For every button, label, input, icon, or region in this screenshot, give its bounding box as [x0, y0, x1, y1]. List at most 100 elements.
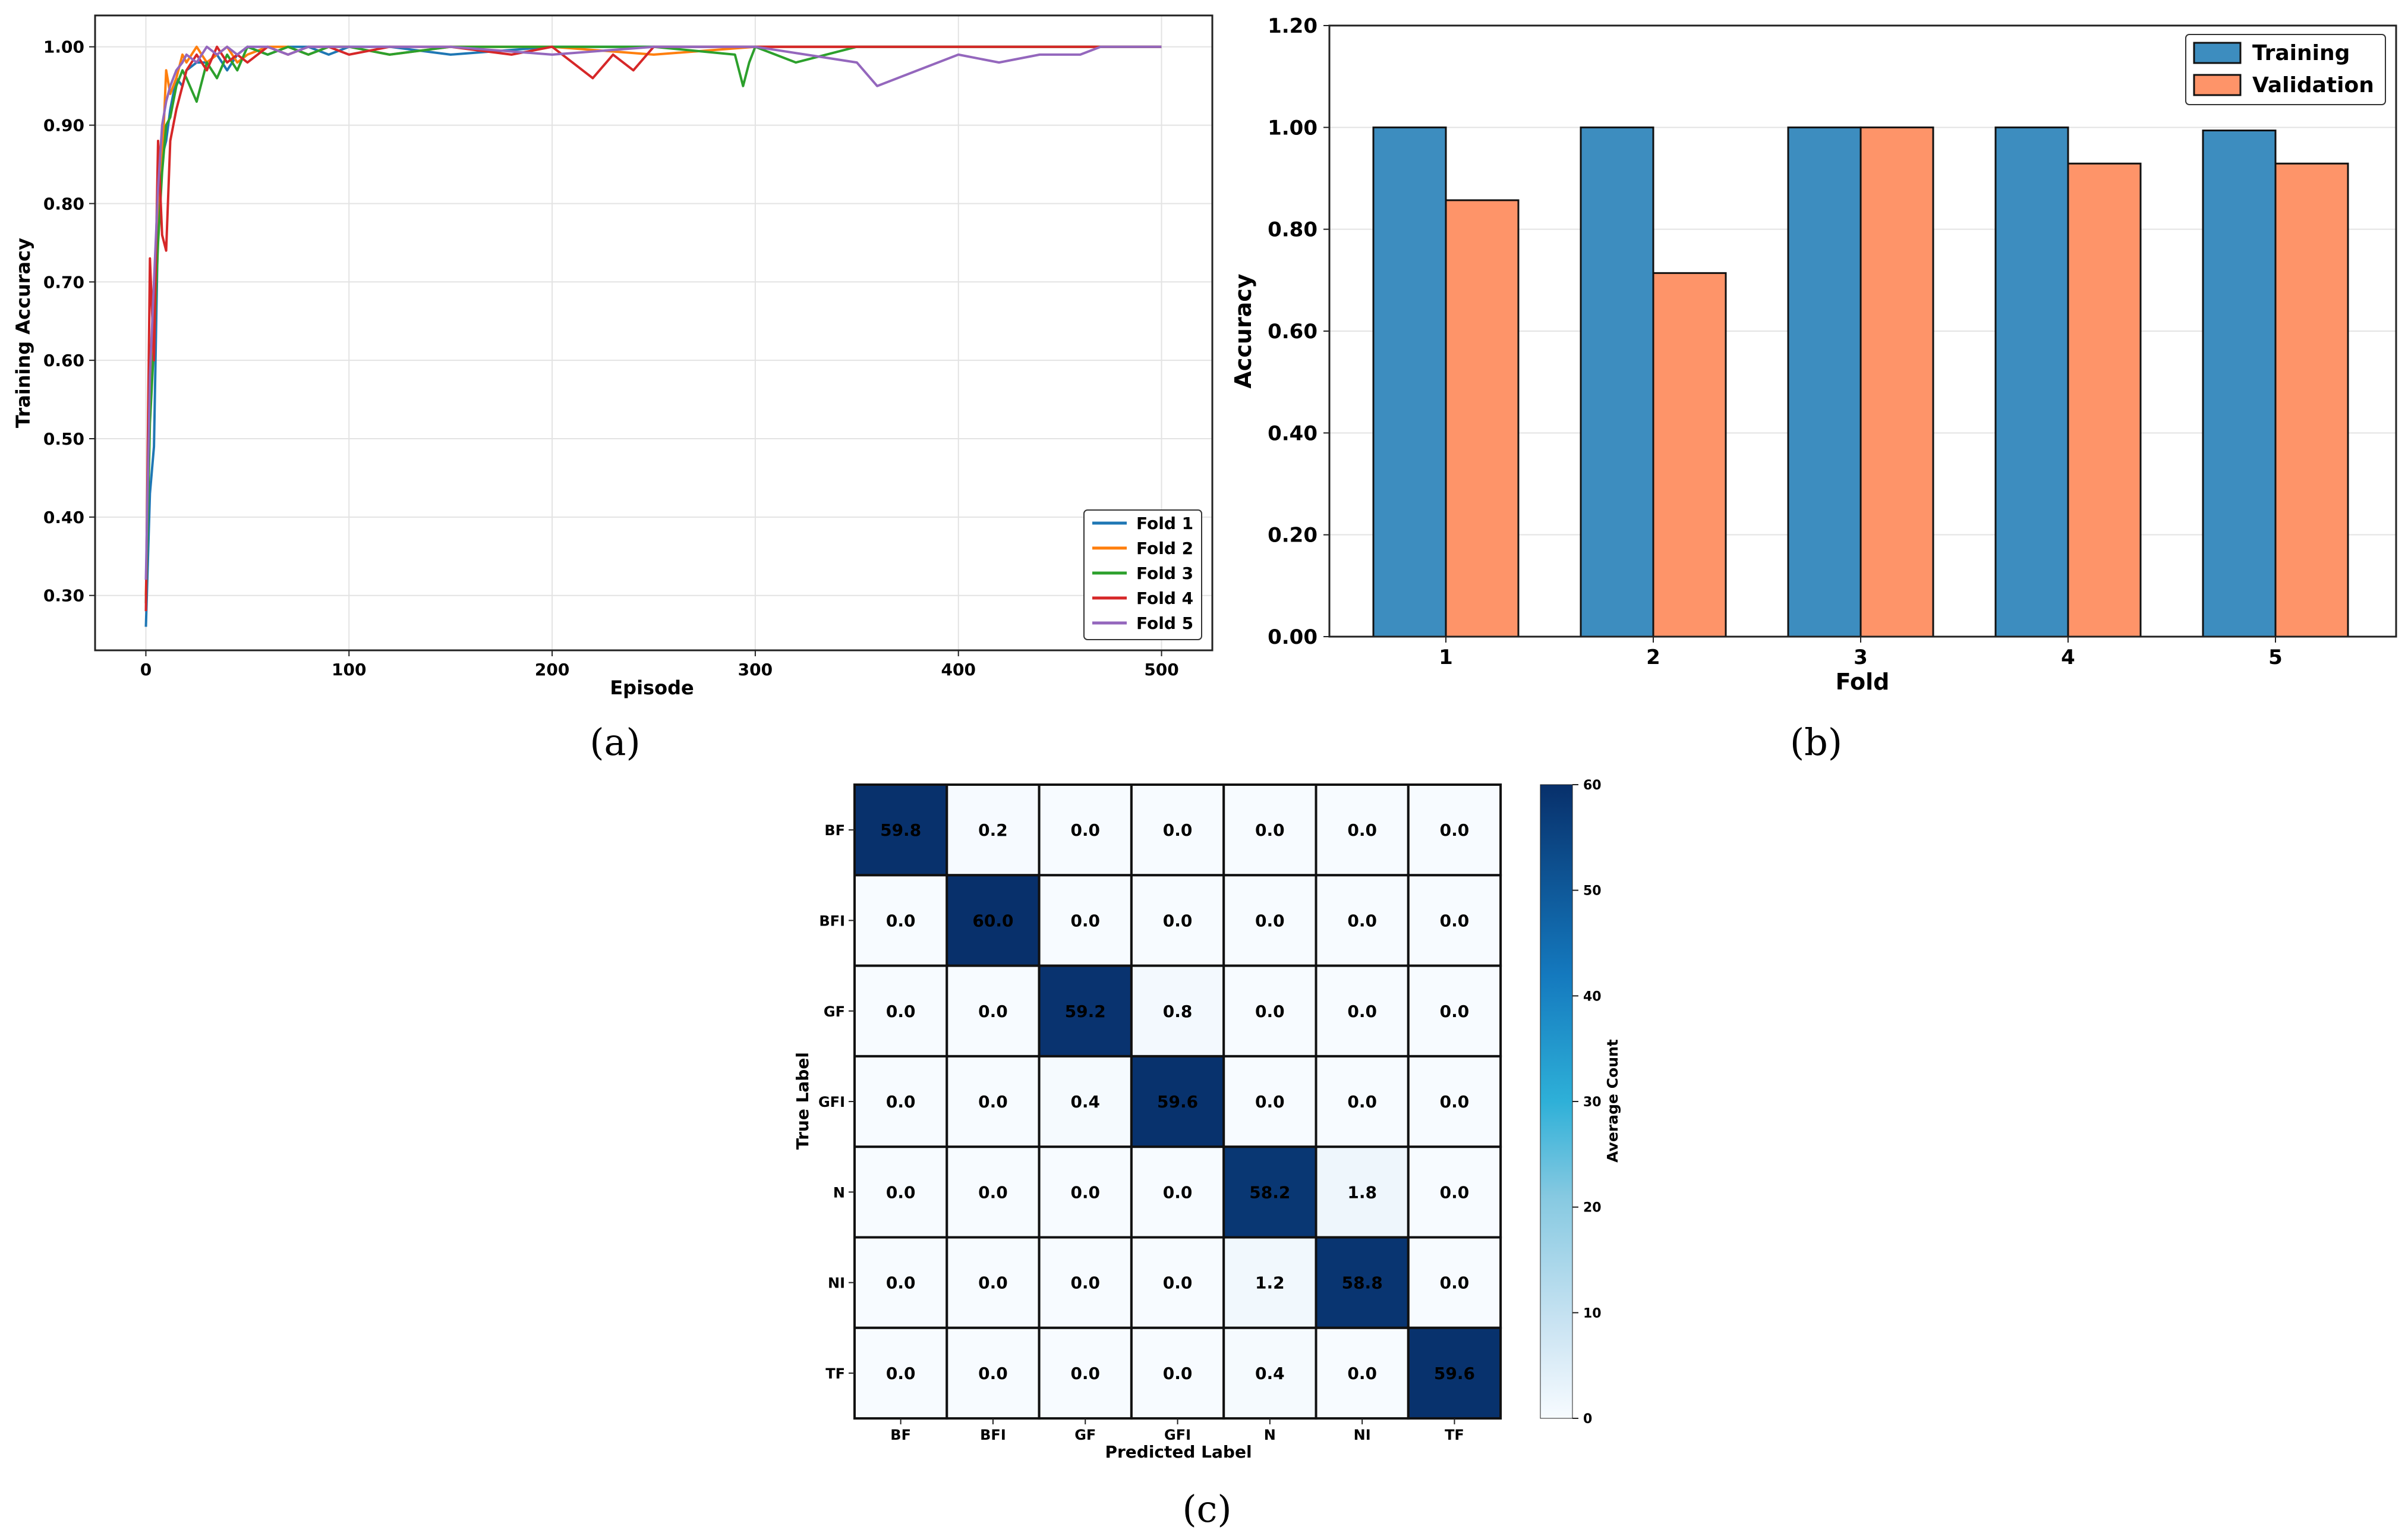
panel-c-cell [1407, 1326, 1502, 1420]
panel-c-colorbar-tick-label: 60 [1583, 778, 1602, 793]
panel-c-cell [853, 1236, 948, 1329]
panel-c-cell-value: 0.0 [1347, 1002, 1377, 1021]
panel-a-xtick-label: 500 [1144, 660, 1178, 679]
panel-c-cell [1315, 1145, 1410, 1239]
panel-c-cell [1407, 1236, 1502, 1329]
panel-b-xtick-label: 5 [2268, 646, 2283, 669]
panel-c-colorbar-label: Average Count [1604, 1039, 1621, 1163]
panel-b-xtick-label: 2 [1646, 646, 1660, 669]
panel-b-bar-training-fold-2 [1580, 126, 1654, 638]
panel-a-legend: Fold 1 Fold 2 Fold 3 Fold 4 Fold 5 [1083, 509, 1202, 640]
panel-b-bar-validation-fold-1 [1445, 199, 1520, 638]
panel-b-ytick-label: 0.80 [1268, 218, 1318, 242]
panel-c-cell-value: 0.0 [1255, 1002, 1285, 1021]
panel-c-cell [1038, 964, 1133, 1058]
panel-b-bar-training-fold-4 [1994, 126, 2069, 638]
panel-b-xtick-label: 4 [2061, 646, 2075, 669]
panel-a-legend-label: Fold 1 [1136, 514, 1193, 533]
panel-c-cell [1222, 1055, 1318, 1148]
panel-b-legend-label: Validation [2252, 73, 2374, 97]
panel-c-cell-value: 59.6 [1434, 1364, 1475, 1383]
panel-c-cell [1038, 1326, 1133, 1420]
panel-c-cell-value: 0.0 [1440, 1092, 1470, 1112]
panel-c-cell-value: 0.0 [978, 1364, 1008, 1383]
panel-c-cell [1222, 1236, 1318, 1329]
panel-c-cell [1130, 783, 1225, 877]
panel-b-legend-swatch [2193, 74, 2242, 96]
panel-c-cell-value: 0.0 [886, 911, 916, 930]
panel-c-ytick-label: GF [824, 1003, 845, 1020]
panel-a-frame [94, 14, 1214, 652]
panel-c-cell-value: 0.0 [1347, 1364, 1377, 1383]
panel-a-plot-area [95, 15, 1212, 650]
caption-b: (b) [1790, 720, 1842, 764]
panel-b-bar-validation-fold-5 [2274, 162, 2349, 638]
panel-c-cells: 59.8 0.2 0.0 0.0 0.0 0.0 0.0 0.0 60.0 0.0 0.0 0.0 0.… [853, 783, 1502, 1420]
panel-c-cell-value: 0.0 [978, 1092, 1008, 1112]
panel-c-cell-value: 0.0 [1347, 1092, 1377, 1112]
panel-a-line-chart: 0 100 200 300 400 500 0.30 0.40 0.50 0.60 0.70 0.80… [12, 14, 1214, 699]
panel-c-colorbar-tick-label: 40 [1583, 989, 1602, 1004]
panel-b-xtick-label: 3 [1854, 646, 1868, 669]
panel-c-xtick-label: BFI [980, 1427, 1006, 1443]
caption-c: (c) [1182, 1487, 1231, 1531]
panel-c-cell-value: 0.0 [886, 1002, 916, 1021]
panel-c-cell-value: 59.6 [1157, 1092, 1198, 1112]
panel-c-cell-value: 0.8 [1163, 1002, 1193, 1021]
panel-c-ytick-label: NI [828, 1275, 845, 1292]
panel-c-cell-value: 0.0 [1163, 1364, 1193, 1383]
panel-b-ytick-label: 1.00 [1268, 116, 1318, 140]
panel-c-cell-value: 0.0 [1070, 1273, 1100, 1293]
panel-a-xtick-label: 400 [941, 660, 976, 679]
panel-c-cell-value: 59.2 [1065, 1002, 1106, 1021]
panel-c-cell [853, 1326, 948, 1420]
panel-a-ytick-label: 0.70 [43, 272, 84, 292]
panel-c-cell-value: 60.0 [972, 911, 1013, 930]
panel-a-xlabel: Episode [610, 676, 694, 699]
panel-a-legend-label: Fold 2 [1136, 539, 1193, 558]
panel-c-xtick-label: BF [890, 1427, 911, 1443]
panel-c-cell-value: 1.8 [1347, 1182, 1377, 1202]
panel-c-cell [1315, 1236, 1410, 1329]
panel-c-cell-value: 0.4 [1070, 1092, 1100, 1112]
panel-c-cell [1038, 1145, 1133, 1239]
panel-b-xtick-label: 1 [1439, 646, 1453, 669]
panel-c-cell-value: 0.0 [1440, 820, 1470, 840]
panel-a-xtick-label: 300 [738, 660, 773, 679]
panel-c-cell [945, 1236, 1041, 1329]
panel-a-ytick-label: 0.80 [43, 194, 84, 213]
panel-b-bar-validation-fold-4 [2067, 162, 2142, 638]
panel-a-xtick-label: 100 [332, 660, 366, 679]
panel-c-ytick-label: BF [824, 822, 845, 839]
panel-c-cell [1130, 874, 1225, 967]
panel-c-cell-value: 0.0 [1440, 1002, 1470, 1021]
panel-b-ticks: 0.00 0.20 0.40 0.60 0.80 1.00 1.20 1 2 3 4 5 [1268, 14, 2283, 669]
panel-b-legend: Training Validation [2185, 34, 2386, 105]
panel-c-cell [945, 1145, 1041, 1239]
panel-c-cell [1222, 1326, 1318, 1420]
panel-c-cell-value: 0.0 [1347, 820, 1377, 840]
panel-a-ytick-label: 0.50 [43, 429, 84, 449]
panel-c-xtick-label: TF [1445, 1427, 1464, 1443]
panel-c-cell [1222, 874, 1318, 967]
panel-c-colorbar-tick-label: 30 [1583, 1095, 1602, 1110]
panel-c-cell [1315, 874, 1410, 967]
panel-c-colorbar [1540, 784, 1573, 1419]
panel-c-cell-value: 0.0 [1070, 1182, 1100, 1202]
panel-c-cell-value: 0.0 [1347, 911, 1377, 930]
panel-c-cell [1315, 1055, 1410, 1148]
caption-a: (a) [590, 720, 640, 764]
panel-a-legend-label: Fold 5 [1136, 613, 1193, 633]
panel-b-bar-training-fold-5 [2202, 129, 2277, 638]
panel-a-series-line-fold-5 [144, 45, 1162, 580]
panel-b-ytick-label: 0.00 [1268, 625, 1318, 649]
panel-c-ticks: BF BFI GF GFI N NI TF BF BFI GF GFI N NI TF [818, 822, 1464, 1443]
panel-a-ytick-label: 0.40 [43, 508, 84, 527]
panel-c-ylabel: True Label [793, 1052, 812, 1150]
panel-c-cell [1130, 1236, 1225, 1329]
panel-c-cell-value: 0.0 [886, 1182, 916, 1202]
panel-b-legend-swatch [2193, 42, 2242, 64]
panel-b-ytick-label: 1.20 [1268, 14, 1318, 38]
panel-c-cell-value: 59.8 [880, 820, 921, 840]
panel-b-ytick-label: 0.40 [1268, 421, 1318, 445]
